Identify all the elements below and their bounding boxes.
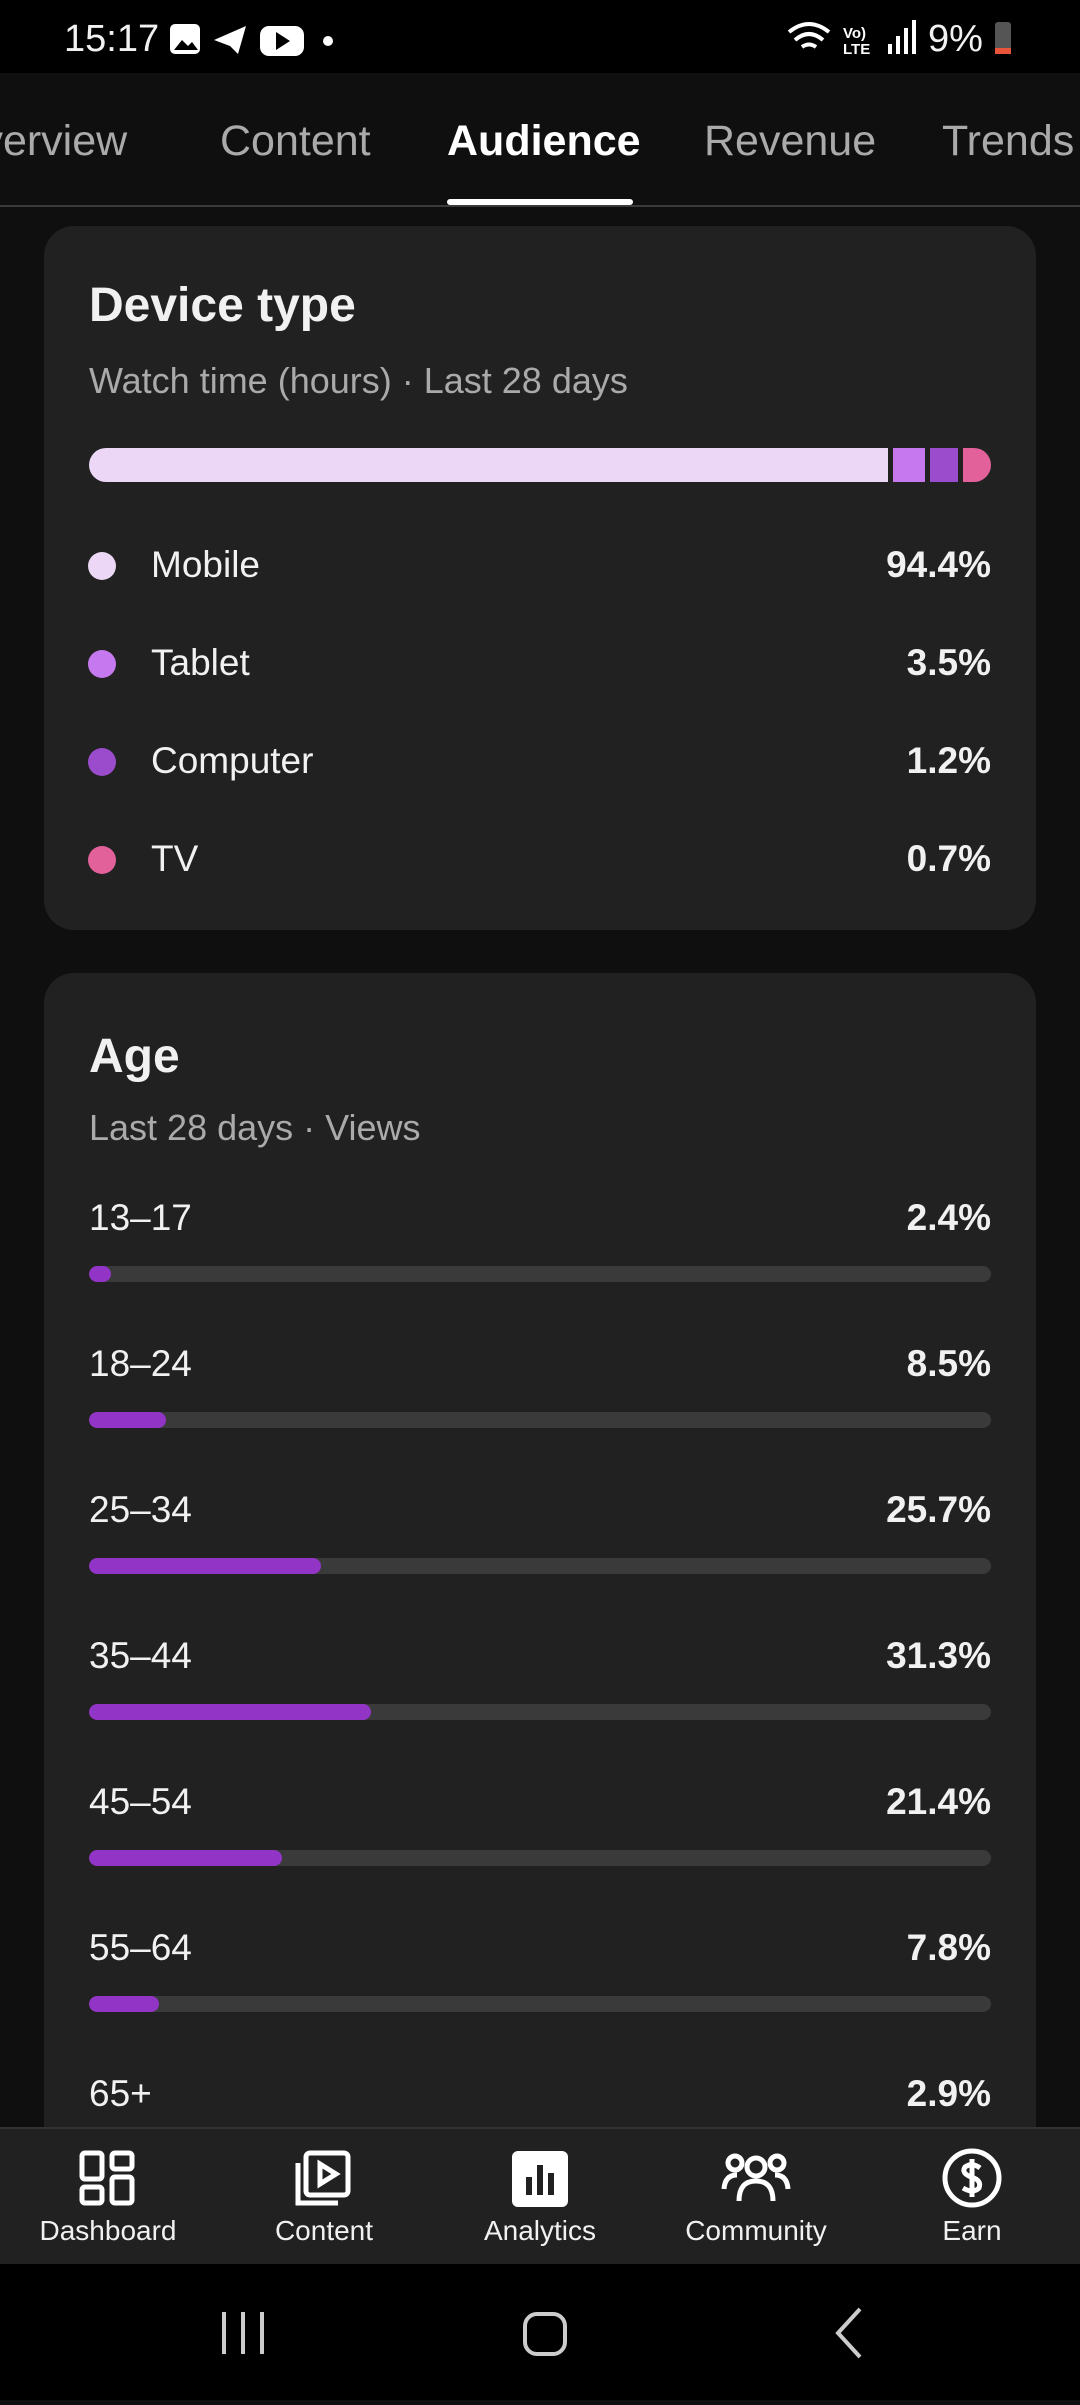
nav-label: Earn bbox=[942, 2215, 1002, 2246]
bar-track bbox=[89, 1558, 991, 1574]
legend-dot bbox=[88, 552, 116, 580]
age-value: 2.4% bbox=[906, 1197, 991, 1238]
icon bbox=[79, 2150, 135, 2206]
age-bar bbox=[89, 1850, 283, 1866]
clock: 15:17 bbox=[64, 18, 160, 60]
stacked-bar bbox=[89, 448, 991, 482]
tab[interactable]: Revenue bbox=[704, 117, 877, 165]
age-label: 18–24 bbox=[89, 1343, 192, 1384]
tab[interactable]: Trends bbox=[942, 117, 1075, 165]
system-nav bbox=[0, 2264, 1080, 2400]
bar-segment bbox=[963, 448, 991, 482]
nav-earn[interactable]: Earn bbox=[864, 2129, 1080, 2266]
nav-label: Content bbox=[274, 2215, 374, 2246]
age-label: 25–34 bbox=[89, 1489, 192, 1530]
icon bbox=[942, 2148, 1002, 2208]
nav-analytics[interactable]: Analytics bbox=[432, 2129, 648, 2266]
icon bbox=[512, 2151, 568, 2207]
legend-name: Computer bbox=[151, 740, 314, 781]
age-value: 2.9% bbox=[906, 2073, 991, 2114]
icon bbox=[721, 2153, 791, 2202]
age-bar bbox=[89, 1266, 111, 1282]
card-subtitle: Watch time (hours) · Last 28 days bbox=[89, 360, 628, 401]
bar-track bbox=[89, 1412, 991, 1428]
card-title: Age bbox=[89, 1030, 180, 1083]
nav-community[interactable]: Community bbox=[648, 2129, 864, 2266]
bar-segment bbox=[930, 448, 958, 482]
age-bar bbox=[89, 1996, 160, 2012]
legend-value: 1.2% bbox=[906, 740, 991, 781]
bar-track bbox=[89, 1996, 991, 2012]
bottom-nav: Dashboard Content Analytics Community Ea… bbox=[0, 2127, 1080, 2266]
age-value: 21.4% bbox=[886, 1781, 991, 1822]
bar-segment bbox=[89, 448, 889, 482]
age-bar bbox=[89, 1558, 321, 1574]
nav-label: Community bbox=[685, 2215, 827, 2246]
legend-name: Tablet bbox=[151, 642, 250, 683]
battery-text: 9% bbox=[928, 18, 983, 60]
age-label: 45–54 bbox=[89, 1781, 192, 1822]
device-card: Device type Watch time (hours) · Last 28… bbox=[44, 226, 1036, 930]
age-value: 7.8% bbox=[906, 1927, 991, 1968]
svg-text:Vo): Vo) bbox=[843, 25, 866, 42]
age-label: 13–17 bbox=[89, 1197, 192, 1238]
age-card: Age Last 28 days · Views 13–17 2.4% 18–24 8… bbox=[44, 973, 1036, 2273]
age-label: 65+ bbox=[89, 2073, 152, 2114]
age-value: 25.7% bbox=[886, 1489, 991, 1530]
signal-icons: Vo) LTE bbox=[787, 20, 916, 58]
tab-bar: Overview Content Audience Revenue Trends bbox=[0, 73, 1080, 207]
age-bar bbox=[89, 1704, 372, 1720]
legend-value: 94.4% bbox=[886, 544, 991, 585]
nav-label: Analytics bbox=[483, 2215, 597, 2246]
icon bbox=[295, 2150, 351, 2206]
bar-track bbox=[89, 1704, 991, 1720]
legend-value: 0.7% bbox=[906, 838, 991, 879]
nav-content[interactable]: Content bbox=[216, 2129, 432, 2266]
age-value: 31.3% bbox=[886, 1635, 991, 1676]
age-bar bbox=[89, 1412, 166, 1428]
tab[interactable]: Audience bbox=[447, 117, 641, 165]
card-subtitle: Last 28 days · Views bbox=[89, 1107, 421, 1148]
bar-segment bbox=[893, 448, 925, 482]
notification-icons bbox=[170, 24, 333, 56]
tab[interactable]: Content bbox=[220, 117, 371, 165]
legend-name: Mobile bbox=[151, 544, 260, 585]
legend-name: TV bbox=[151, 838, 199, 879]
bar-track bbox=[89, 1266, 991, 1282]
bar-track bbox=[89, 1850, 991, 1866]
legend-dot bbox=[88, 846, 116, 874]
nav-dashboard[interactable]: Dashboard bbox=[0, 2129, 216, 2266]
age-value: 8.5% bbox=[906, 1343, 991, 1384]
status-bar: 15:17 Vo) LTE 9% bbox=[0, 0, 1080, 73]
legend-dot bbox=[88, 748, 116, 776]
age-label: 55–64 bbox=[89, 1927, 192, 1968]
system-buttons bbox=[222, 2307, 862, 2359]
tab-indicator bbox=[447, 199, 633, 205]
nav-label: Dashboard bbox=[39, 2215, 177, 2246]
tab[interactable]: Overview bbox=[0, 117, 128, 165]
legend-dot bbox=[88, 650, 116, 678]
battery-icon bbox=[995, 22, 1011, 54]
age-label: 35–44 bbox=[89, 1635, 192, 1676]
svg-text:LTE: LTE bbox=[843, 41, 870, 58]
legend-value: 3.5% bbox=[906, 642, 991, 683]
card-title: Device type bbox=[89, 279, 356, 332]
